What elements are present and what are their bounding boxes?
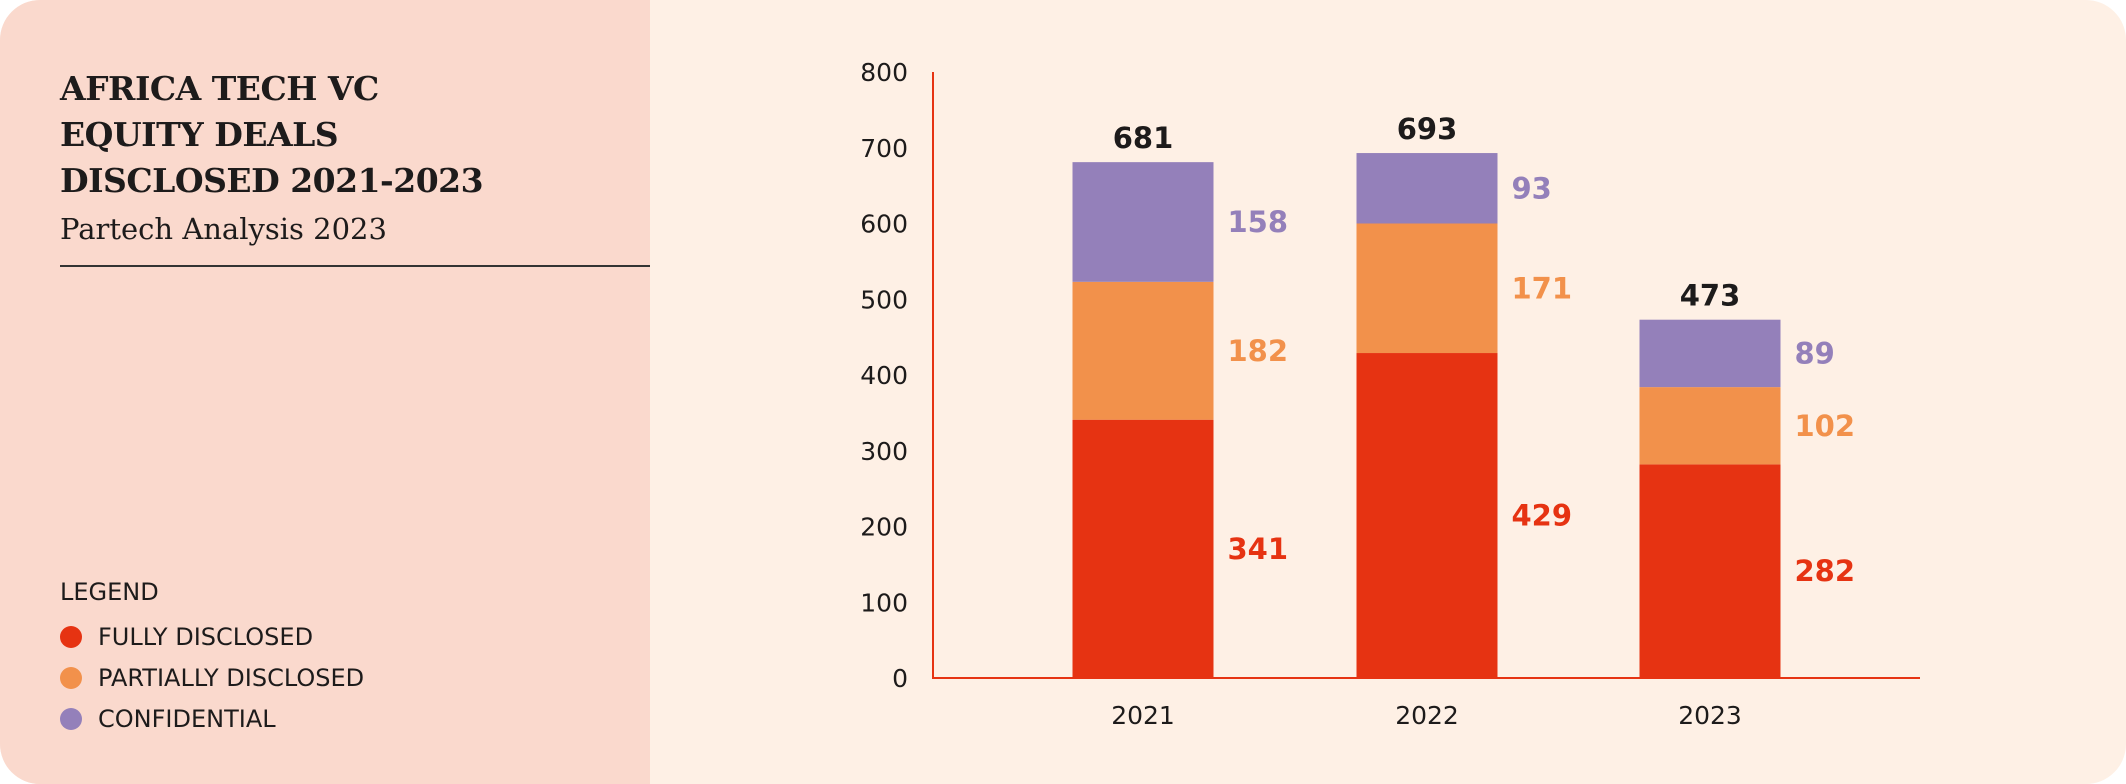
divider — [60, 265, 650, 267]
legend-item: FULLY DISCLOSED — [60, 616, 364, 657]
y-tick-label: 300 — [860, 437, 908, 466]
data-label: 341 — [1228, 532, 1289, 566]
data-label: 182 — [1228, 334, 1289, 368]
total-label: 693 — [1397, 112, 1458, 146]
bar-segment — [1639, 319, 1781, 388]
y-tick-label: 0 — [892, 664, 908, 693]
total-label: 681 — [1113, 121, 1174, 155]
legend-dot-icon — [60, 666, 82, 689]
y-tick-label: 700 — [860, 134, 908, 163]
data-label: 429 — [1512, 499, 1573, 533]
y-tick-label: 200 — [860, 513, 908, 542]
legend-item: PARTIALLY DISCLOSED — [60, 657, 364, 698]
title-line: AFRICA TECH VC — [60, 69, 379, 108]
y-tick-label: 100 — [860, 588, 908, 617]
chart-title: AFRICA TECH VC EQUITY DEALS DISCLOSED 20… — [60, 66, 620, 204]
x-tick-label: 2021 — [1111, 701, 1175, 730]
bar-segment — [1356, 153, 1498, 224]
legend: LEGEND FULLY DISCLOSED PARTIALLY DISCLOSE… — [60, 578, 364, 739]
legend-item: CONFIDENTIAL — [60, 698, 364, 739]
title-line: EQUITY DEALS — [60, 115, 339, 154]
bar-segment — [1356, 353, 1498, 678]
data-label: 102 — [1795, 409, 1856, 443]
chart-subtitle: Partech Analysis 2023 — [60, 212, 387, 246]
legend-dot-icon — [60, 625, 82, 648]
data-label: 158 — [1228, 205, 1289, 239]
data-label: 93 — [1512, 171, 1552, 205]
bar-segment — [1072, 281, 1214, 420]
y-tick-label: 400 — [860, 361, 908, 390]
data-label: 282 — [1795, 554, 1856, 588]
legend-label: FULLY DISCLOSED — [98, 622, 314, 651]
legend-dot-icon — [60, 707, 82, 730]
info-panel: AFRICA TECH VC EQUITY DEALS DISCLOSED 20… — [0, 0, 650, 784]
y-tick-label: 500 — [860, 285, 908, 314]
y-tick-label: 600 — [860, 210, 908, 239]
x-tick-label: 2023 — [1678, 701, 1742, 730]
data-label: 171 — [1512, 271, 1573, 305]
x-tick-label: 2022 — [1395, 701, 1459, 730]
bar-segment — [1356, 223, 1498, 354]
title-line: DISCLOSED 2021-2023 — [60, 161, 484, 200]
data-label: 89 — [1795, 336, 1835, 370]
bar-segment — [1639, 464, 1781, 678]
bar-segment — [1072, 162, 1214, 282]
legend-label: CONFIDENTIAL — [98, 704, 276, 733]
bar-segment — [1639, 387, 1781, 465]
total-label: 473 — [1680, 279, 1741, 313]
legend-label: PARTIALLY DISCLOSED — [98, 663, 365, 692]
y-tick-label: 800 — [860, 58, 908, 87]
legend-title: LEGEND — [60, 578, 159, 606]
bar-segment — [1072, 419, 1214, 678]
